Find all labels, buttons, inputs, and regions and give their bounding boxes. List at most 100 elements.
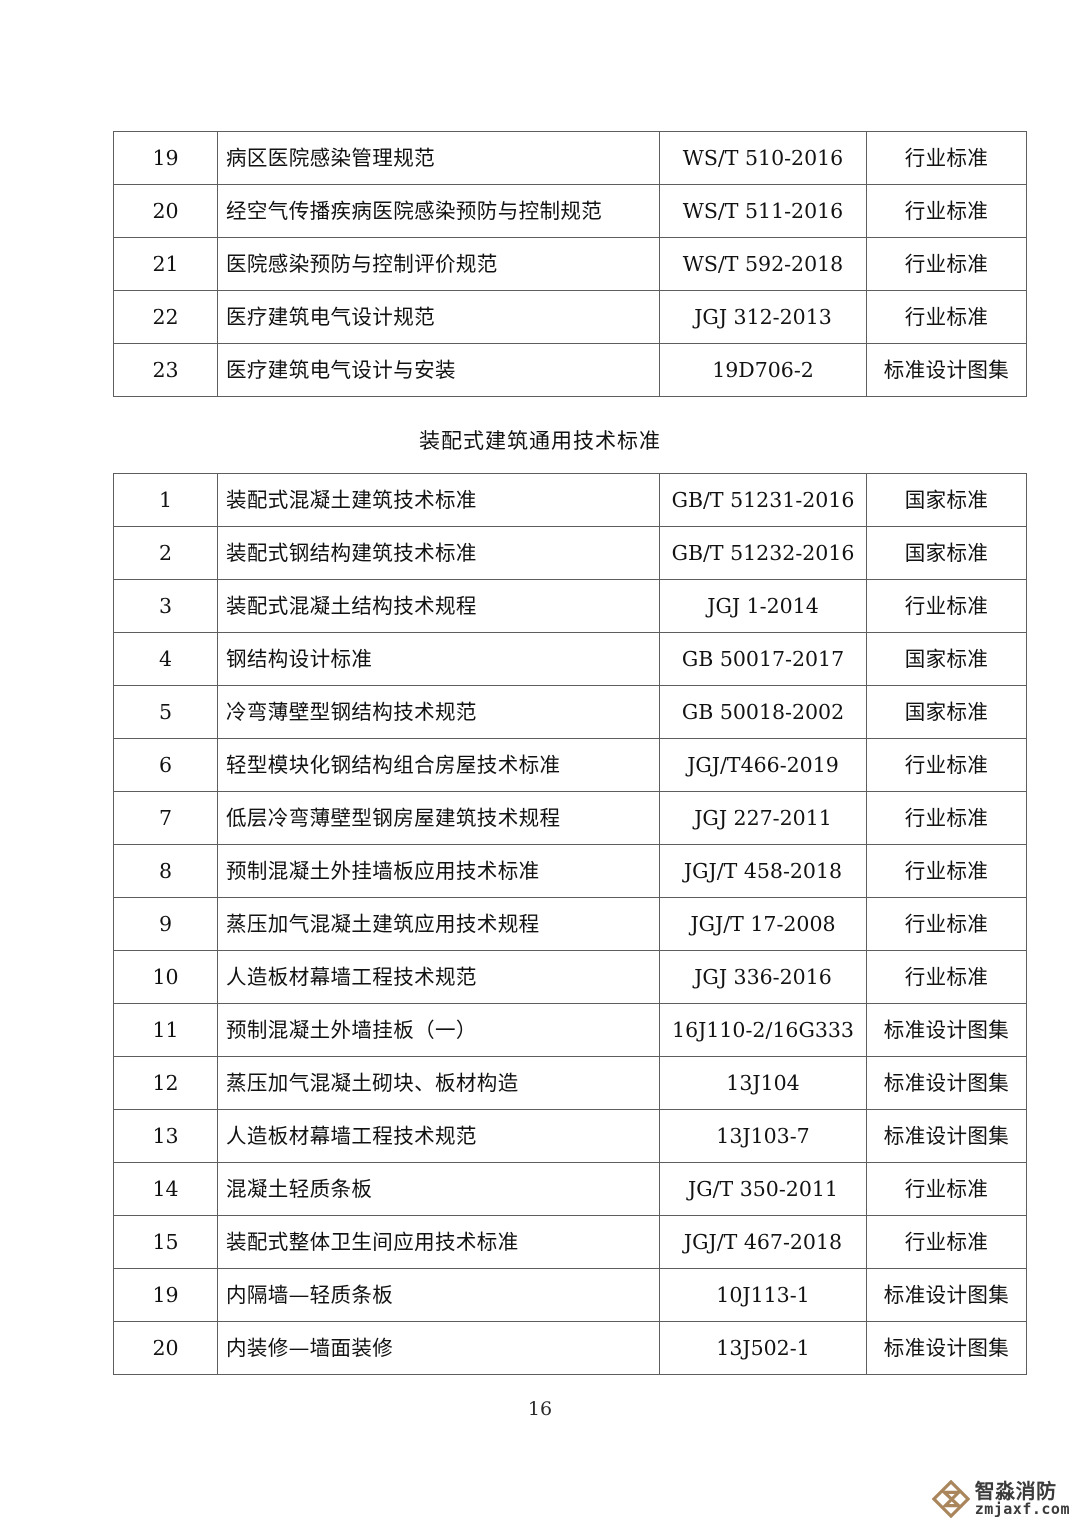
table-row: 14 混凝土轻质条板 JG/T 350-2011 行业标准 <box>113 1162 1027 1216</box>
cell-name: 装配式混凝土结构技术规程 <box>217 579 660 633</box>
cell-no: 20 <box>113 1321 218 1375</box>
cell-name: 病区医院感染管理规范 <box>217 131 660 185</box>
table-row: 20 内装修—墙面装修 13J502-1 标准设计图集 <box>113 1321 1027 1375</box>
cell-no: 15 <box>113 1215 218 1269</box>
cell-kind: 行业标准 <box>866 290 1027 344</box>
watermark-url: zmjaxf.com <box>974 1499 1070 1518</box>
cell-no: 11 <box>113 1003 218 1057</box>
table-row: 10 人造板材幕墙工程技术规范 JGJ 336-2016 行业标准 <box>113 950 1027 1004</box>
cell-no: 2 <box>113 526 218 580</box>
cell-code: GB/T 51232-2016 <box>659 526 867 580</box>
table-row: 9 蒸压加气混凝土建筑应用技术规程 JGJ/T 17-2008 行业标准 <box>113 897 1027 951</box>
cell-code: 16J110-2/16G333 <box>659 1003 867 1057</box>
cell-kind: 行业标准 <box>866 1162 1027 1216</box>
cell-code: JGJ 227-2011 <box>659 791 867 845</box>
cell-kind: 行业标准 <box>866 950 1027 1004</box>
section-heading: 装配式建筑通用技术标准 <box>419 429 661 453</box>
cell-code: JGJ/T466-2019 <box>659 738 867 792</box>
table-row: 5 冷弯薄壁型钢结构技术规范 GB 50018-2002 国家标准 <box>113 685 1027 739</box>
cell-code: 13J104 <box>659 1056 867 1110</box>
table-bottom-body: 1 装配式混凝土建筑技术标准 GB/T 51231-2016 国家标准 2 装配式钢结构建… <box>113 473 1027 1375</box>
cell-no: 10 <box>113 950 218 1004</box>
cell-code: GB 50017-2017 <box>659 632 867 686</box>
table-row: 11 预制混凝土外墙挂板（一） 16J110-2/16G333 标准设计图集 <box>113 1003 1027 1057</box>
cell-code: JGJ/T 467-2018 <box>659 1215 867 1269</box>
table-row: 20 经空气传播疾病医院感染预防与控制规范 WS/T 511-2016 行业标准 <box>113 184 1027 238</box>
cell-name: 内装修—墙面装修 <box>217 1321 660 1375</box>
cell-no: 14 <box>113 1162 218 1216</box>
table-row: 2 装配式钢结构建筑技术标准 GB/T 51232-2016 国家标准 <box>113 526 1027 580</box>
cell-code: WS/T 510-2016 <box>659 131 867 185</box>
standards-table-top: 19 病区医院感染管理规范 WS/T 510-2016 行业标准 20 经空气传播疾病医院… <box>113 131 1027 397</box>
cell-code: JGJ/T 458-2018 <box>659 844 867 898</box>
cell-kind: 行业标准 <box>866 1215 1027 1269</box>
cell-code: GB 50018-2002 <box>659 685 867 739</box>
cell-kind: 行业标准 <box>866 897 1027 951</box>
table-row: 19 内隔墙—轻质条板 10J113-1 标准设计图集 <box>113 1268 1027 1322</box>
cell-name: 医疗建筑电气设计与安装 <box>217 343 660 397</box>
cell-kind: 标准设计图集 <box>866 1321 1027 1375</box>
cell-no: 19 <box>113 131 218 185</box>
cell-code: JGJ 336-2016 <box>659 950 867 1004</box>
page-number: 16 <box>527 1398 553 1420</box>
cell-no: 21 <box>113 237 218 291</box>
table-row: 1 装配式混凝土建筑技术标准 GB/T 51231-2016 国家标准 <box>113 473 1027 527</box>
cell-kind: 国家标准 <box>866 526 1027 580</box>
table-row: 15 装配式整体卫生间应用技术标准 JGJ/T 467-2018 行业标准 <box>113 1215 1027 1269</box>
cell-no: 22 <box>113 290 218 344</box>
standards-table-bottom: 1 装配式混凝土建筑技术标准 GB/T 51231-2016 国家标准 2 装配式钢结构建… <box>113 473 1027 1375</box>
cell-no: 4 <box>113 632 218 686</box>
cell-kind: 行业标准 <box>866 738 1027 792</box>
cell-no: 19 <box>113 1268 218 1322</box>
cell-kind: 国家标准 <box>866 473 1027 527</box>
table-row: 6 轻型模块化钢结构组合房屋技术标准 JGJ/T466-2019 行业标准 <box>113 738 1027 792</box>
cell-code: 13J502-1 <box>659 1321 867 1375</box>
table-row: 4 钢结构设计标准 GB 50017-2017 国家标准 <box>113 632 1027 686</box>
cell-name: 低层冷弯薄壁型钢房屋建筑技术规程 <box>217 791 660 845</box>
cell-name: 钢结构设计标准 <box>217 632 660 686</box>
cell-kind: 标准设计图集 <box>866 343 1027 397</box>
table-row: 8 预制混凝土外挂墙板应用技术标准 JGJ/T 458-2018 行业标准 <box>113 844 1027 898</box>
table-row: 19 病区医院感染管理规范 WS/T 510-2016 行业标准 <box>113 131 1027 185</box>
cell-name: 装配式混凝土建筑技术标准 <box>217 473 660 527</box>
cell-kind: 标准设计图集 <box>866 1056 1027 1110</box>
cell-no: 7 <box>113 791 218 845</box>
cell-name: 人造板材幕墙工程技术规范 <box>217 950 660 1004</box>
cell-code: 13J103-7 <box>659 1109 867 1163</box>
cell-name: 人造板材幕墙工程技术规范 <box>217 1109 660 1163</box>
cell-name: 经空气传播疾病医院感染预防与控制规范 <box>217 184 660 238</box>
diamond-logo-icon <box>931 1480 970 1518</box>
cell-code: 10J113-1 <box>659 1268 867 1322</box>
cell-code: JG/T 350-2011 <box>659 1162 867 1216</box>
cell-no: 23 <box>113 343 218 397</box>
cell-kind: 行业标准 <box>866 184 1027 238</box>
cell-no: 9 <box>113 897 218 951</box>
cell-kind: 国家标准 <box>866 632 1027 686</box>
table-row: 12 蒸压加气混凝土砌块、板材构造 13J104 标准设计图集 <box>113 1056 1027 1110</box>
cell-name: 装配式钢结构建筑技术标准 <box>217 526 660 580</box>
cell-kind: 行业标准 <box>866 579 1027 633</box>
cell-name: 混凝土轻质条板 <box>217 1162 660 1216</box>
table-row: 7 低层冷弯薄壁型钢房屋建筑技术规程 JGJ 227-2011 行业标准 <box>113 791 1027 845</box>
cell-no: 5 <box>113 685 218 739</box>
cell-name: 预制混凝土外挂墙板应用技术标准 <box>217 844 660 898</box>
cell-name: 医疗建筑电气设计规范 <box>217 290 660 344</box>
cell-code: JGJ 1-2014 <box>659 579 867 633</box>
cell-name: 内隔墙—轻质条板 <box>217 1268 660 1322</box>
table-top-body: 19 病区医院感染管理规范 WS/T 510-2016 行业标准 20 经空气传播疾病医院… <box>113 131 1027 397</box>
cell-name: 蒸压加气混凝土建筑应用技术规程 <box>217 897 660 951</box>
cell-code: JGJ/T 17-2008 <box>659 897 867 951</box>
cell-name: 轻型模块化钢结构组合房屋技术标准 <box>217 738 660 792</box>
cell-no: 12 <box>113 1056 218 1110</box>
cell-name: 装配式整体卫生间应用技术标准 <box>217 1215 660 1269</box>
watermark: 智淼消防 zmjaxf.com <box>931 1480 1070 1518</box>
cell-no: 20 <box>113 184 218 238</box>
cell-name: 冷弯薄壁型钢结构技术规范 <box>217 685 660 739</box>
cell-code: WS/T 511-2016 <box>659 184 867 238</box>
cell-code: GB/T 51231-2016 <box>659 473 867 527</box>
cell-no: 3 <box>113 579 218 633</box>
cell-kind: 国家标准 <box>866 685 1027 739</box>
table-row: 13 人造板材幕墙工程技术规范 13J103-7 标准设计图集 <box>113 1109 1027 1163</box>
table-row: 3 装配式混凝土结构技术规程 JGJ 1-2014 行业标准 <box>113 579 1027 633</box>
cell-name: 预制混凝土外墙挂板（一） <box>217 1003 660 1057</box>
